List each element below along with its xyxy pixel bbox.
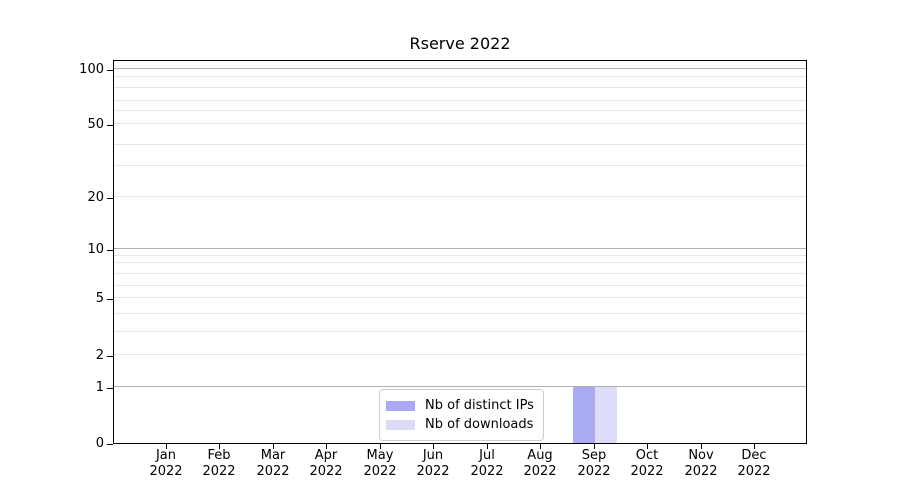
- x-tick-month: May: [366, 448, 394, 463]
- x-tick-year: 2022: [684, 464, 718, 479]
- x-tick-mark: [219, 444, 220, 449]
- x-tick-month: Apr: [314, 448, 338, 463]
- x-tick-mark: [540, 444, 541, 449]
- x-tick-month: Sep: [581, 448, 607, 463]
- legend-entry-label: Nb of downloads: [425, 417, 534, 432]
- x-tick-label: Feb 2022: [179, 448, 259, 480]
- x-tick-month: Jun: [422, 448, 444, 463]
- legend-entry-label: Nb of distinct IPs: [425, 398, 534, 413]
- y-tick-mark: [107, 70, 113, 71]
- gridline-minor: [114, 313, 806, 315]
- y-tick-mark: [107, 299, 113, 300]
- x-tick-mark: [380, 444, 381, 449]
- y-tick-mark: [107, 356, 113, 357]
- x-tick-label: Nov 2022: [661, 448, 741, 480]
- x-tick-month: Feb: [207, 448, 231, 463]
- x-tick-label: Aug 2022: [500, 448, 580, 480]
- gridline-minor: [114, 196, 806, 198]
- x-tick-year: 2022: [630, 464, 664, 479]
- y-tick-mark: [107, 388, 113, 389]
- x-tick-label: Jan 2022: [126, 448, 206, 480]
- legend: Nb of distinct IPs Nb of downloads: [379, 389, 544, 441]
- x-tick-month: Dec: [741, 448, 767, 463]
- bar-distinct-ips: [573, 387, 595, 443]
- y-tick-label: 5: [95, 291, 104, 306]
- x-tick-month: Oct: [635, 448, 659, 463]
- x-tick-mark: [754, 444, 755, 449]
- y-tick-label: 100: [79, 62, 104, 77]
- x-tick-year: 2022: [363, 464, 397, 479]
- x-tick-mark: [273, 444, 274, 449]
- gridline-minor: [114, 100, 806, 102]
- gridline-minor: [114, 273, 806, 275]
- x-tick-year: 2022: [309, 464, 343, 479]
- x-tick-year: 2022: [470, 464, 504, 479]
- gridline-minor: [114, 297, 806, 299]
- x-tick-mark: [647, 444, 648, 449]
- x-tick-label: Jun 2022: [393, 448, 473, 480]
- y-tick-label: 2: [95, 348, 104, 363]
- x-tick-label: Jul 2022: [447, 448, 527, 480]
- gridline-minor: [114, 255, 806, 256]
- x-tick-year: 2022: [256, 464, 290, 479]
- x-tick-label: Oct 2022: [607, 448, 687, 480]
- x-tick-year: 2022: [416, 464, 450, 479]
- gridline-minor: [114, 331, 806, 332]
- gridline-minor: [114, 284, 806, 286]
- x-tick-year: 2022: [149, 464, 183, 479]
- gridline-minor: [114, 144, 806, 146]
- x-tick-month: Jul: [479, 448, 495, 463]
- gridline-minor: [114, 164, 806, 166]
- x-tick-mark: [166, 444, 167, 449]
- y-tick-label: 10: [87, 242, 104, 257]
- gridline-minor: [114, 123, 806, 125]
- gridline-minor: [114, 110, 806, 111]
- y-tick-mark: [107, 444, 113, 445]
- y-tick-label: 0: [95, 436, 104, 451]
- x-tick-label: Sep 2022: [554, 448, 634, 480]
- gridline-major: [114, 248, 806, 250]
- gridline-minor: [114, 261, 806, 263]
- x-tick-month: Nov: [688, 448, 714, 463]
- plot-area: Nb of distinct IPs Nb of downloads: [113, 60, 807, 444]
- chart-title: Rserve 2022: [409, 34, 511, 53]
- legend-swatch-icon: [386, 400, 415, 411]
- gridline-minor: [114, 76, 806, 78]
- y-tick-label: 50: [87, 117, 104, 132]
- gridline-major: [114, 386, 806, 388]
- x-tick-mark: [701, 444, 702, 449]
- x-tick-label: May 2022: [340, 448, 420, 480]
- gridline-major: [114, 67, 806, 69]
- x-tick-year: 2022: [577, 464, 611, 479]
- legend-entry: Nb of downloads: [386, 415, 534, 434]
- gridline-minor: [114, 354, 806, 355]
- y-tick-label: 20: [87, 190, 104, 205]
- x-tick-month: Mar: [260, 448, 286, 463]
- bar-downloads: [595, 387, 617, 443]
- gridline-minor: [114, 87, 806, 88]
- y-tick-mark: [107, 250, 113, 251]
- x-tick-month: Jan: [155, 448, 177, 463]
- x-tick-label: Dec 2022: [714, 448, 794, 480]
- x-tick-mark: [433, 444, 434, 449]
- x-tick-month: Aug: [527, 448, 553, 463]
- legend-swatch-icon: [386, 419, 415, 430]
- x-tick-mark: [487, 444, 488, 449]
- x-tick-year: 2022: [523, 464, 557, 479]
- x-tick-label: Mar 2022: [233, 448, 313, 480]
- x-tick-year: 2022: [202, 464, 236, 479]
- x-tick-mark: [326, 444, 327, 449]
- x-tick-year: 2022: [737, 464, 771, 479]
- y-tick-mark: [107, 125, 113, 126]
- y-tick-mark: [107, 198, 113, 199]
- x-tick-label: Apr 2022: [286, 448, 366, 480]
- y-tick-label: 1: [95, 380, 104, 395]
- legend-entry: Nb of distinct IPs: [386, 396, 534, 415]
- x-tick-mark: [594, 444, 595, 449]
